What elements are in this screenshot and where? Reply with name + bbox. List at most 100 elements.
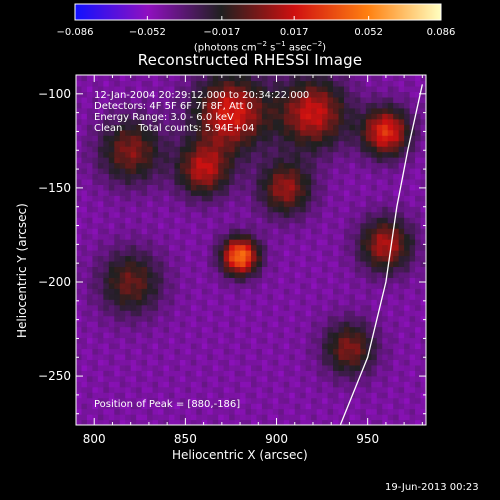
heatmap-cell	[103, 321, 110, 328]
heatmap-cell	[267, 189, 274, 196]
heatmap-cell	[333, 228, 340, 235]
heatmap-cell	[114, 85, 121, 93]
heatmap-cell	[103, 173, 110, 180]
heatmap-cell	[86, 250, 94, 257]
heatmap-cell	[343, 359, 351, 366]
heatmap-cell	[393, 310, 400, 317]
heatmap-cell	[141, 91, 148, 98]
heatmap-cell	[114, 102, 121, 109]
heatmap-cell	[349, 414, 356, 421]
heatmap-cell	[404, 403, 411, 410]
heatmap-cell	[420, 315, 426, 322]
heatmap-cell	[261, 151, 269, 158]
heatmap-cell	[229, 157, 236, 164]
heatmap-cell	[103, 337, 110, 344]
heatmap-cell	[168, 414, 176, 421]
heatmap-cell	[289, 195, 296, 202]
heatmap-cell	[185, 75, 192, 82]
x-axis-label: Heliocentric X (arcsec)	[172, 448, 308, 462]
heatmap-cell	[218, 91, 225, 98]
heatmap-cell	[261, 255, 269, 262]
heatmap-cell	[289, 151, 296, 158]
heatmap-cell	[92, 375, 99, 382]
heatmap-cell	[349, 386, 356, 393]
heatmap-cell	[305, 184, 312, 191]
heatmap-cell	[404, 414, 411, 421]
heatmap-cell	[201, 326, 208, 333]
heatmap-cell	[415, 178, 422, 185]
heatmap-cell	[163, 326, 170, 333]
heatmap-cell	[152, 228, 159, 235]
heatmap-cell	[278, 299, 285, 306]
heatmap-cell	[376, 96, 383, 103]
heatmap-cell	[76, 162, 83, 169]
heatmap-cell	[305, 408, 312, 415]
heatmap-cell	[305, 326, 312, 333]
heatmap-cell	[322, 277, 329, 284]
heatmap-cell	[86, 135, 94, 142]
heatmap-cell	[234, 206, 241, 213]
heatmap-cell	[398, 353, 405, 360]
heatmap-cell	[163, 135, 170, 142]
heatmap-cell	[278, 91, 285, 98]
heatmap-cell	[409, 129, 416, 136]
heatmap-cell	[354, 140, 361, 147]
heatmap-cell	[267, 255, 274, 262]
heatmap-cell	[360, 255, 367, 262]
heatmap-cell	[322, 315, 329, 322]
heatmap-cell	[163, 293, 170, 300]
heatmap-cell	[92, 397, 99, 404]
heatmap-cell	[196, 85, 203, 93]
heatmap-cell	[76, 310, 83, 317]
heatmap-cell	[333, 244, 340, 251]
heatmap-cell	[283, 140, 290, 147]
heatmap-cell	[141, 189, 148, 196]
heatmap-cell	[125, 386, 132, 393]
heatmap-cell	[218, 222, 225, 229]
heatmap-cell	[256, 189, 263, 196]
heatmap-cell	[409, 195, 416, 202]
heatmap-cell	[141, 107, 148, 114]
heatmap-cell	[316, 102, 323, 109]
heatmap-cell	[305, 189, 312, 196]
heatmap-cell	[136, 118, 143, 125]
heatmap-cell	[289, 96, 296, 103]
heatmap-cell	[409, 85, 416, 93]
heatmap-cell	[371, 408, 378, 415]
heatmap-cell	[152, 200, 159, 207]
heatmap-cell	[415, 135, 422, 142]
heatmap-cell	[174, 118, 181, 125]
heatmap-cell	[294, 419, 301, 425]
heatmap-cell	[168, 304, 176, 311]
heatmap-cell	[234, 118, 241, 125]
heatmap-cell	[333, 282, 340, 289]
heatmap-cell	[185, 102, 192, 109]
heatmap-cell	[272, 250, 279, 257]
heatmap-cell	[267, 386, 274, 393]
heatmap-cell	[223, 419, 230, 425]
heatmap-cell	[97, 408, 104, 415]
heatmap-cell	[289, 337, 296, 344]
heatmap-cell	[179, 206, 186, 213]
heatmap-cell	[272, 332, 279, 339]
heatmap-cell	[147, 348, 154, 355]
heatmap-cell	[261, 211, 269, 218]
heatmap-cell	[207, 233, 214, 240]
heatmap-cell	[163, 304, 170, 311]
heatmap-cell	[229, 91, 236, 98]
heatmap-cell	[174, 370, 181, 377]
heatmap-cell	[163, 217, 170, 224]
heatmap-cell	[376, 408, 383, 415]
heatmap-cell	[97, 266, 104, 273]
heatmap-cell	[387, 337, 394, 344]
heatmap-cell	[327, 321, 334, 328]
heatmap-cell	[300, 124, 307, 131]
heatmap-cell	[207, 353, 214, 360]
heatmap-cell	[207, 293, 214, 300]
heatmap-cell	[349, 326, 356, 333]
heatmap-cell	[163, 113, 170, 120]
heatmap-cell	[147, 80, 154, 87]
heatmap-cell	[130, 135, 137, 142]
heatmap-cell	[152, 304, 159, 311]
heatmap-cell	[256, 233, 263, 240]
